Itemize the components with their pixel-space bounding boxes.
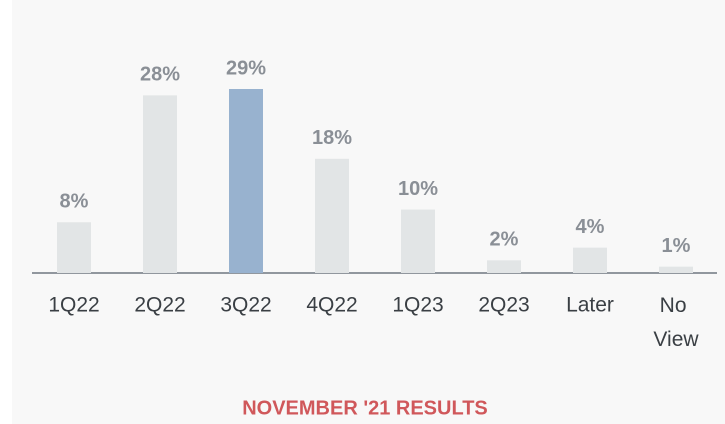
bar: [229, 89, 263, 273]
bar: [315, 158, 349, 273]
value-label: 4%: [576, 216, 605, 238]
bar: [401, 209, 435, 273]
x-tick-label: 2Q22: [134, 294, 185, 317]
value-label: 29%: [226, 57, 266, 79]
x-tick-label: 3Q22: [220, 294, 271, 317]
x-tick-label: Later: [566, 294, 614, 317]
background: [12, 0, 725, 424]
x-tick-label: 1Q23: [392, 294, 443, 317]
bar: [659, 266, 693, 273]
bar: [487, 260, 521, 273]
value-label: 2%: [490, 229, 519, 251]
bar: [143, 95, 177, 274]
value-label: 18%: [312, 127, 352, 149]
value-label: 8%: [60, 191, 89, 213]
x-tick-label: No View: [653, 294, 699, 351]
value-label: 28%: [140, 64, 180, 86]
x-tick-label: 4Q22: [306, 294, 357, 317]
value-label: 10%: [398, 178, 438, 200]
x-tick-label: 2Q23: [478, 294, 529, 317]
bar: [57, 222, 91, 273]
value-label: 1%: [662, 235, 691, 257]
chart-title: NOVEMBER '21 RESULTS: [242, 397, 488, 419]
bar: [573, 247, 607, 273]
x-tick-label: 1Q22: [48, 294, 99, 317]
